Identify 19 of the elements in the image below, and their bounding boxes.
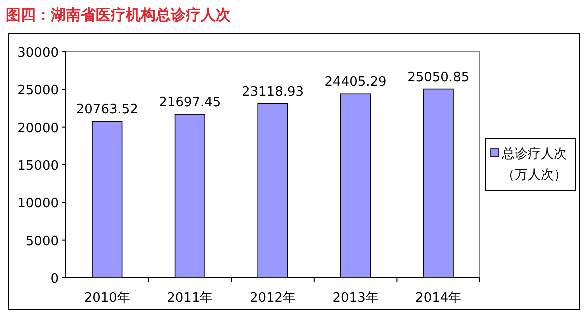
y-tick-label: 0 (50, 272, 59, 287)
x-tick-label: 2011年 (167, 291, 214, 306)
y-tick-label: 30000 (18, 46, 59, 61)
y-tick-label: 20000 (18, 121, 59, 136)
y-tick-label: 25000 (18, 84, 59, 99)
x-tick-label: 2010年 (84, 291, 130, 306)
legend-label: 总诊疗人次（万人次） (501, 147, 567, 183)
data-label: 23118.93 (242, 84, 304, 100)
x-tick-label: 2014年 (416, 291, 462, 306)
y-tick-label: 15000 (18, 159, 59, 174)
y-tick-label: 10000 (18, 196, 59, 212)
data-label: 21697.45 (159, 96, 222, 111)
data-label: 20763.52 (76, 102, 138, 118)
x-tick-label: 2013年 (332, 291, 379, 306)
data-label: 25050.85 (408, 70, 470, 86)
y-tick-label: 5000 (26, 234, 59, 250)
x-tick-label: 2012年 (250, 291, 296, 306)
data-label: 24405.29 (324, 75, 387, 90)
chart-title: 图四：湖南省医疗机构总诊疗人次 (6, 6, 232, 24)
